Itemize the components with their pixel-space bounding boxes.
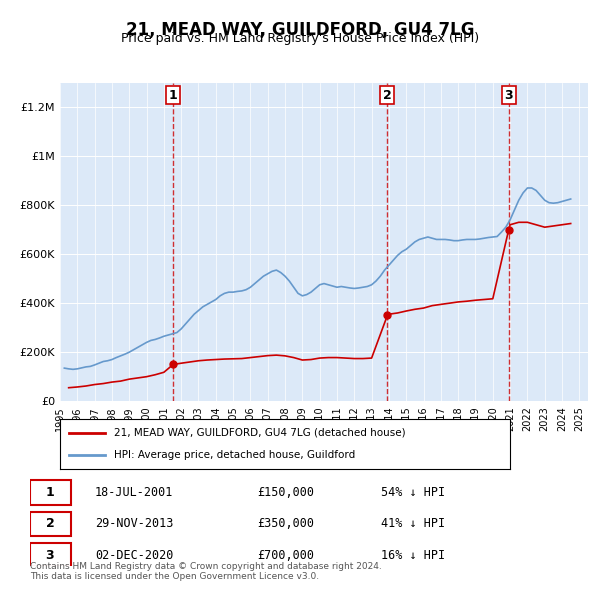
FancyBboxPatch shape [30, 480, 71, 505]
Text: Contains HM Land Registry data © Crown copyright and database right 2024.
This d: Contains HM Land Registry data © Crown c… [30, 562, 382, 581]
Text: 41% ↓ HPI: 41% ↓ HPI [381, 517, 445, 530]
Text: 54% ↓ HPI: 54% ↓ HPI [381, 486, 445, 499]
Text: 1: 1 [169, 89, 178, 102]
Text: £150,000: £150,000 [257, 486, 314, 499]
Text: 3: 3 [46, 549, 54, 562]
Text: 18-JUL-2001: 18-JUL-2001 [95, 486, 173, 499]
Text: 2: 2 [383, 89, 392, 102]
Text: 1: 1 [46, 486, 55, 499]
FancyBboxPatch shape [30, 543, 71, 568]
Text: 29-NOV-2013: 29-NOV-2013 [95, 517, 173, 530]
Text: 16% ↓ HPI: 16% ↓ HPI [381, 549, 445, 562]
FancyBboxPatch shape [30, 512, 71, 536]
Text: £350,000: £350,000 [257, 517, 314, 530]
Text: 21, MEAD WAY, GUILDFORD, GU4 7LG (detached house): 21, MEAD WAY, GUILDFORD, GU4 7LG (detach… [114, 428, 406, 438]
Text: 2: 2 [46, 517, 55, 530]
Text: HPI: Average price, detached house, Guildford: HPI: Average price, detached house, Guil… [114, 450, 355, 460]
Text: £700,000: £700,000 [257, 549, 314, 562]
Text: Price paid vs. HM Land Registry's House Price Index (HPI): Price paid vs. HM Land Registry's House … [121, 32, 479, 45]
Text: 21, MEAD WAY, GUILDFORD, GU4 7LG: 21, MEAD WAY, GUILDFORD, GU4 7LG [126, 21, 474, 39]
Text: 02-DEC-2020: 02-DEC-2020 [95, 549, 173, 562]
Text: 3: 3 [505, 89, 513, 102]
